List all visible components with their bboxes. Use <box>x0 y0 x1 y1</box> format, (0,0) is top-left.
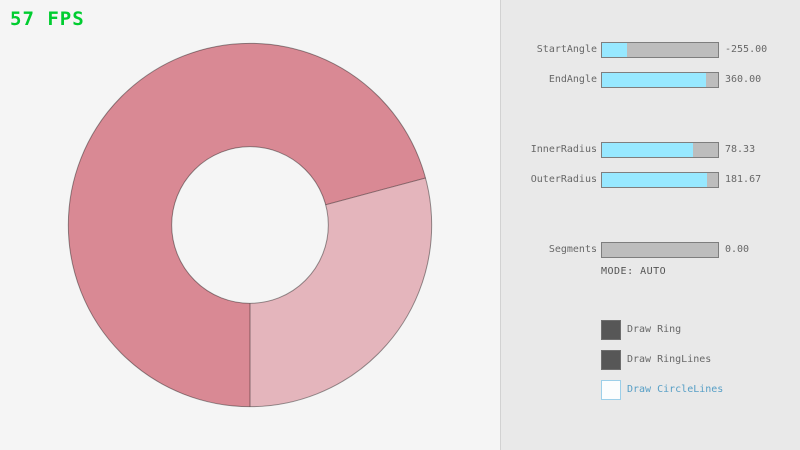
slider-segments-label: Segments <box>548 244 597 255</box>
slider-end-angle[interactable] <box>601 72 719 88</box>
slider-outer-radius-label: OuterRadius <box>530 174 597 185</box>
draw-ringlines-label: Draw RingLines <box>627 354 712 365</box>
draw-ring-label: Draw Ring <box>627 324 682 335</box>
draw-circlelines-checkbox[interactable] <box>601 380 621 400</box>
slider-segments-value: 0.00 <box>725 244 750 255</box>
draw-ring-checkbox[interactable] <box>601 320 621 340</box>
slider-end-angle-label: EndAngle <box>548 74 597 85</box>
slider-start-angle[interactable] <box>601 42 719 58</box>
slider-row-segments: Segments 0.00 <box>501 240 800 260</box>
slider-row-outer-radius: OuterRadius 181.67 <box>501 170 800 190</box>
slider-inner-radius-label: InnerRadius <box>530 144 597 155</box>
slider-fill <box>602 143 693 157</box>
checkbox-row-draw-circlelines: Draw CircleLines <box>501 380 800 400</box>
slider-segments[interactable] <box>601 242 719 258</box>
slider-row-start-angle: StartAngle -255.00 <box>501 40 800 60</box>
slider-fill <box>602 173 708 187</box>
slider-outer-radius[interactable] <box>601 172 719 188</box>
draw-ringlines-checkbox[interactable] <box>601 350 621 370</box>
fps-counter: 57 FPS <box>10 8 85 30</box>
segments-mode-label: MODE: AUTO <box>601 266 667 277</box>
slider-inner-radius-value: 78.33 <box>725 144 756 155</box>
slider-fill <box>602 73 707 87</box>
checkbox-row-draw-ring: Draw Ring <box>501 320 800 340</box>
slider-outer-radius-value: 181.67 <box>725 174 762 185</box>
slider-start-angle-value: -255.00 <box>725 44 768 55</box>
controls-panel: StartAngle -255.00 EndAngle 360.00 Inner… <box>500 0 800 450</box>
checkbox-row-draw-ringlines: Draw RingLines <box>501 350 800 370</box>
draw-circlelines-label: Draw CircleLines <box>627 384 724 395</box>
slider-fill <box>602 43 628 57</box>
slider-start-angle-label: StartAngle <box>536 44 597 55</box>
slider-end-angle-value: 360.00 <box>725 74 762 85</box>
slider-inner-radius[interactable] <box>601 142 719 158</box>
slider-row-inner-radius: InnerRadius 78.33 <box>501 140 800 160</box>
slider-row-end-angle: EndAngle 360.00 <box>501 70 800 90</box>
